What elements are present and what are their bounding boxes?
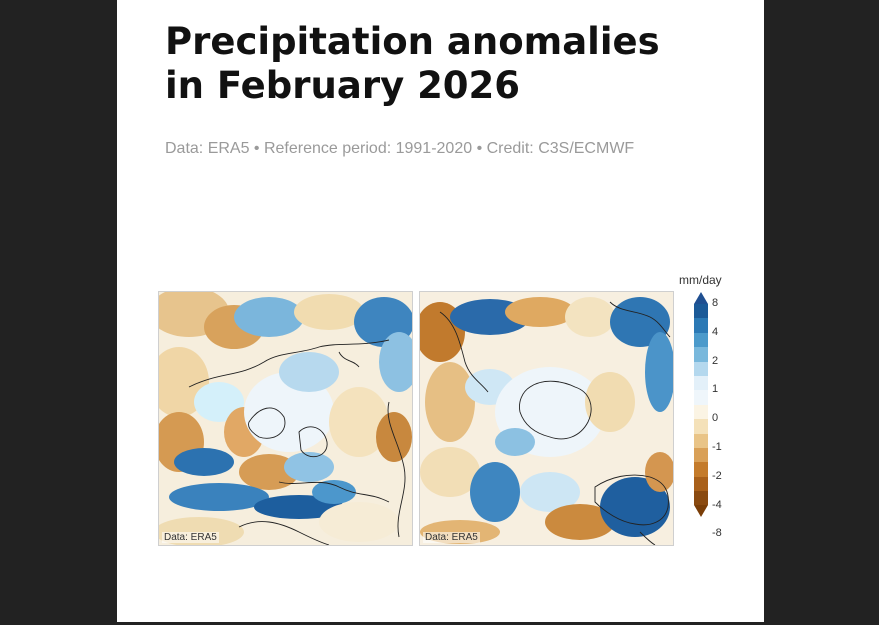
northern-hemisphere-map: Data: ERA5 — [158, 291, 413, 546]
title-line-1: Precipitation anomalies — [165, 20, 660, 63]
colorbar-tick-label: 0 — [712, 412, 719, 425]
colorbar-segment — [694, 462, 708, 477]
colorbar-segment — [694, 347, 708, 362]
colorbar-tick-label: 8 — [712, 297, 719, 309]
colorbar-segment — [694, 404, 708, 420]
colorbar-segment — [694, 433, 708, 448]
southern-hemisphere-map-image — [420, 292, 673, 545]
map-credit-label: Data: ERA5 — [162, 532, 219, 543]
colorbar-tick-label: 2 — [712, 354, 719, 367]
colorbar-segment — [694, 332, 708, 348]
colorbar-tick-label: 1 — [712, 383, 719, 396]
colorbar — [694, 292, 708, 518]
colorbar-segment — [694, 304, 708, 319]
colorbar-segments — [694, 304, 708, 506]
colorbar-min-arrow — [694, 505, 708, 518]
page-subtitle: Data: ERA5 • Reference period: 1991-2020… — [165, 140, 635, 157]
colorbar-tick-label: -8 — [712, 527, 722, 540]
colorbar-segment — [694, 361, 708, 376]
colorbar-tick-label: -4 — [712, 498, 722, 511]
colorbar-segment — [694, 419, 708, 434]
colorbar-segment — [694, 390, 708, 405]
colorbar-max-arrow — [694, 292, 708, 304]
colorbar-segment — [694, 375, 708, 391]
map-credit-label: Data: ERA5 — [423, 532, 480, 543]
colorbar-segment — [694, 476, 708, 492]
colorbar-ticks: 8 4 2 1 0 -1 -2 -4 -8 — [712, 292, 742, 542]
colorbar-tick-label: 4 — [712, 325, 719, 338]
colorbar-unit-label: mm/day — [679, 273, 722, 287]
colorbar-tick-label: -2 — [712, 469, 722, 482]
southern-hemisphere-map: Data: ERA5 — [419, 291, 674, 546]
colorbar-segment — [694, 318, 708, 333]
content-page: Precipitation anomalies in February 2026… — [117, 0, 764, 622]
colorbar-segment — [694, 447, 708, 463]
title-line-2: in February 2026 — [165, 64, 521, 107]
northern-hemisphere-map-image — [159, 292, 412, 545]
colorbar-tick-label: -1 — [712, 441, 722, 453]
page-title: Precipitation anomalies in February 2026 — [165, 20, 725, 108]
colorbar-segment — [694, 491, 708, 506]
